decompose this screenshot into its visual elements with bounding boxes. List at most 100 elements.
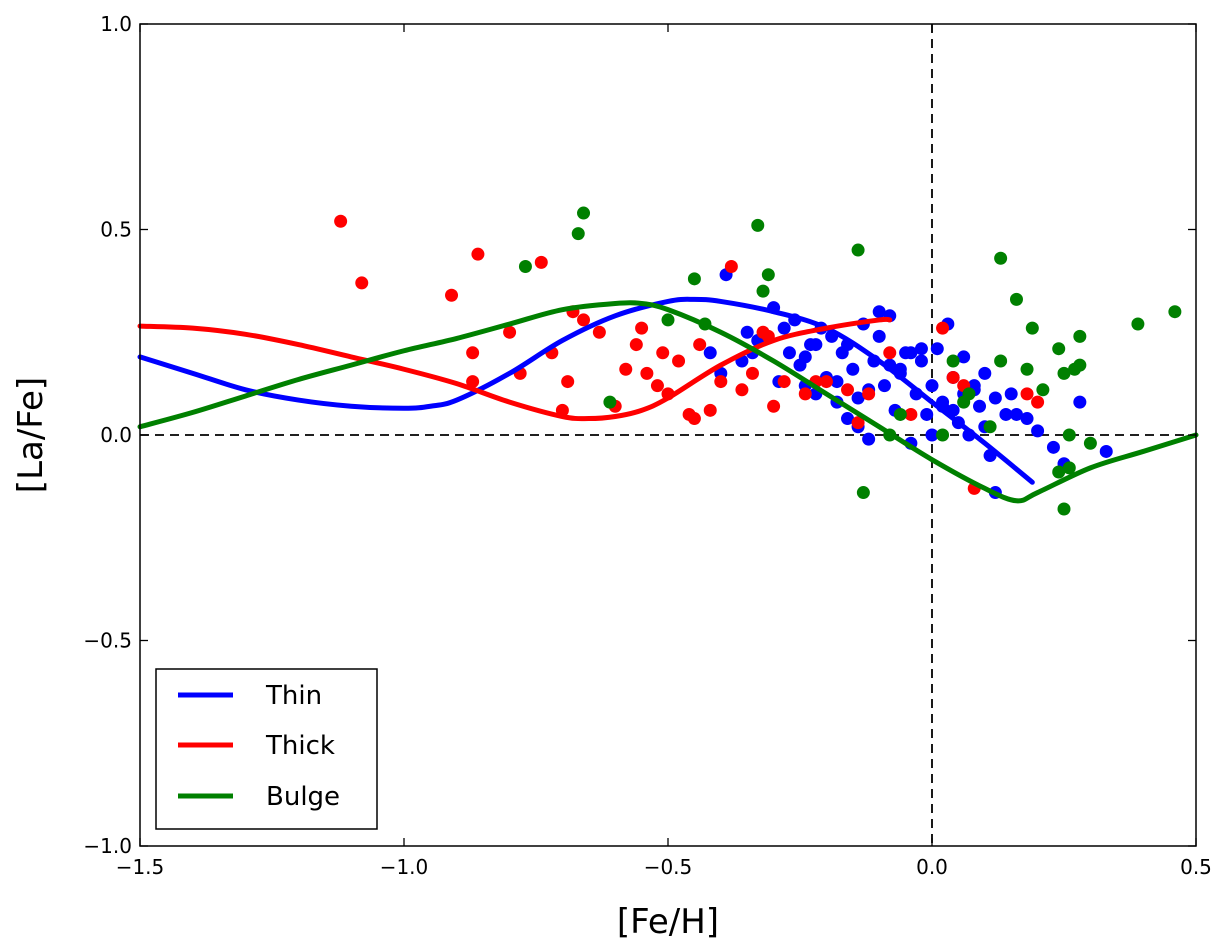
legend: Thin Thick Bulge	[155, 668, 378, 830]
x-tick-label: −0.5	[644, 855, 693, 879]
thick-stars-point	[629, 338, 643, 352]
thick-stars-point	[656, 346, 670, 360]
thick-stars-point	[936, 321, 950, 335]
bulge-stars-point	[518, 259, 532, 273]
x-tick-label: 0.0	[916, 855, 948, 879]
thin-stars-point	[809, 338, 823, 352]
thick-stars-point	[672, 354, 686, 368]
x-tick-label: 0.5	[1180, 855, 1212, 879]
thin-stars-point	[914, 354, 928, 368]
bulge-stars-point	[1168, 305, 1182, 319]
bulge-stars-point	[893, 407, 907, 421]
thick-stars-point	[445, 288, 459, 302]
model-curve-thin	[137, 296, 1035, 485]
thin-stars-point	[877, 379, 891, 393]
bulge-stars-point	[994, 251, 1008, 265]
x-axis-label: [Fe/H]	[617, 902, 719, 942]
bulge-stars-point	[936, 428, 950, 442]
y-tick-label: 0.0	[100, 423, 132, 447]
thin-stars-point	[925, 379, 939, 393]
thin-stars-point	[957, 350, 971, 364]
thick-stars-point	[466, 346, 480, 360]
thick-stars-point	[1031, 395, 1045, 409]
bulge-stars-point	[756, 284, 770, 298]
thin-stars-point	[1046, 440, 1060, 454]
bulge-stars-point	[1083, 436, 1097, 450]
y-tick-label: 1.0	[100, 12, 132, 36]
bulge-stars-point	[1057, 366, 1071, 380]
thin-stars-point	[798, 350, 812, 364]
axis-ticks: −1.5 −1.0 −0.5 0.0 0.5−1.0−0.50.00.51.0	[83, 12, 1211, 879]
bulge-stars-point	[994, 354, 1008, 368]
bulge-stars-point	[751, 218, 765, 232]
thin-stars-point	[851, 391, 865, 405]
bulge-stars-point	[957, 395, 971, 409]
thin-stars-point	[1099, 444, 1113, 458]
bulge-stars-point	[1052, 342, 1066, 356]
thick-stars-point	[819, 375, 833, 389]
bulge-stars-point	[1036, 383, 1050, 397]
legend-label-thin: Thin	[265, 681, 322, 711]
bulge-stars-point	[1020, 362, 1034, 376]
thick-stars-point	[355, 276, 369, 290]
thick-stars-point	[767, 399, 781, 413]
thick-stars-point	[735, 383, 749, 397]
bulge-stars-point	[1057, 502, 1071, 516]
thin-stars-point	[777, 321, 791, 335]
thick-stars-point	[841, 383, 855, 397]
bulge-stars-point	[1025, 321, 1039, 335]
y-tick-label: −1.0	[83, 834, 132, 858]
bulge-stars-point	[1131, 317, 1145, 331]
thin-stars-point	[782, 346, 796, 360]
thin-stars-point	[1004, 387, 1018, 401]
thick-stars-point	[687, 412, 701, 426]
thick-stars-point	[714, 375, 728, 389]
thick-stars-point	[577, 313, 591, 327]
thin-stars-point	[978, 366, 992, 380]
thick-stars-point	[592, 325, 606, 339]
model-curves	[137, 296, 1199, 504]
thick-stars-point	[534, 255, 548, 269]
thin-stars-point	[846, 362, 860, 376]
thick-stars-point	[503, 325, 517, 339]
bulge-stars-point	[1052, 465, 1066, 479]
bulge-stars-point	[1062, 428, 1076, 442]
legend-label-bulge: Bulge	[266, 782, 340, 812]
model-curve-bulge	[137, 300, 1199, 504]
thick-stars-point	[883, 346, 897, 360]
thick-stars-point	[703, 403, 717, 417]
thin-stars-point	[1020, 412, 1034, 426]
bulge-stars-point	[1073, 329, 1087, 343]
legend-label-thick: Thick	[265, 731, 335, 761]
x-tick-label: −1.0	[380, 855, 429, 879]
thick-stars-point	[635, 321, 649, 335]
thick-stars-point	[904, 407, 918, 421]
thick-stars-point	[650, 379, 664, 393]
thin-stars-point	[862, 432, 876, 446]
thick-stars-point	[561, 375, 575, 389]
thin-stars-point	[1073, 395, 1087, 409]
thin-stars-point	[872, 305, 886, 319]
thick-stars-point	[693, 338, 707, 352]
thin-stars-point	[925, 428, 939, 442]
thick-stars-point	[619, 362, 633, 376]
thick-stars-point	[1020, 387, 1034, 401]
thin-stars-point	[703, 346, 717, 360]
bulge-stars-point	[851, 243, 865, 257]
thin-stars-point	[999, 407, 1013, 421]
thin-stars-point	[973, 399, 987, 413]
bulge-stars-point	[1009, 292, 1023, 306]
thin-stars-point	[1031, 424, 1045, 438]
thick-stars-point	[334, 214, 348, 228]
thick-stars-point	[777, 375, 791, 389]
thin-stars-point	[914, 342, 928, 356]
thick-stars-point	[466, 375, 480, 389]
thin-stars-point	[1009, 407, 1023, 421]
thin-stars-point	[841, 412, 855, 426]
thick-stars-point	[471, 247, 485, 261]
bulge-stars-point	[687, 272, 701, 286]
thick-stars-point	[640, 366, 654, 380]
thick-stars-point	[724, 259, 738, 273]
thin-stars-point	[988, 391, 1002, 405]
thin-stars-point	[904, 346, 918, 360]
